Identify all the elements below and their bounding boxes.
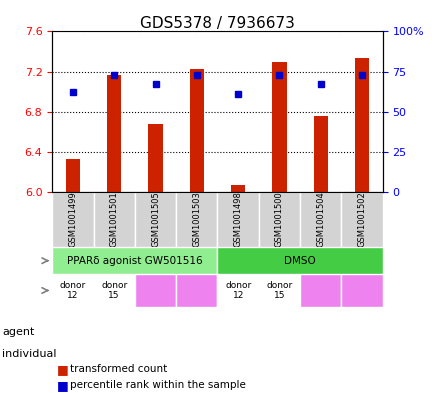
FancyBboxPatch shape	[176, 192, 217, 247]
Bar	[66, 159, 80, 192]
FancyBboxPatch shape	[341, 274, 382, 307]
Bar	[230, 185, 245, 192]
Text: GSM1001503: GSM1001503	[192, 191, 201, 247]
Text: percentile rank within the sample: percentile rank within the sample	[69, 380, 245, 390]
Bar	[272, 62, 286, 192]
FancyBboxPatch shape	[217, 274, 258, 307]
Bar	[107, 75, 121, 192]
Text: GDS5378 / 7936673: GDS5378 / 7936673	[140, 16, 294, 31]
FancyBboxPatch shape	[52, 192, 93, 247]
Text: GSM1001500: GSM1001500	[274, 191, 283, 247]
Text: GSM1001501: GSM1001501	[109, 191, 118, 247]
FancyBboxPatch shape	[299, 192, 341, 247]
Bar	[148, 124, 162, 192]
Text: donor
12: donor 12	[224, 281, 251, 300]
FancyBboxPatch shape	[217, 192, 258, 247]
Text: donor
12: donor 12	[59, 281, 86, 300]
FancyBboxPatch shape	[135, 274, 176, 307]
Text: agent: agent	[2, 327, 34, 337]
Text: DMSO: DMSO	[284, 256, 315, 266]
Text: PPARδ agonist GW501516: PPARδ agonist GW501516	[67, 256, 202, 266]
Text: GSM1001498: GSM1001498	[233, 191, 242, 247]
Text: GSM1001502: GSM1001502	[357, 191, 366, 247]
Text: donor
15: donor 15	[101, 281, 127, 300]
FancyBboxPatch shape	[258, 192, 299, 247]
Text: transformed count: transformed count	[69, 364, 167, 375]
FancyBboxPatch shape	[52, 274, 93, 307]
FancyBboxPatch shape	[135, 192, 176, 247]
Text: donor
15: donor 15	[266, 281, 292, 300]
Text: individual: individual	[2, 349, 56, 359]
Text: GSM1001505: GSM1001505	[151, 191, 160, 247]
Text: donor 31: donor 31	[301, 286, 339, 295]
FancyBboxPatch shape	[299, 274, 341, 307]
Bar	[189, 68, 204, 192]
FancyBboxPatch shape	[217, 247, 382, 274]
FancyBboxPatch shape	[52, 247, 217, 274]
FancyBboxPatch shape	[176, 274, 217, 307]
FancyBboxPatch shape	[93, 274, 135, 307]
Text: ■: ■	[56, 363, 68, 376]
Bar	[313, 116, 327, 192]
Text: donor 31: donor 31	[136, 286, 174, 295]
Text: ■: ■	[56, 378, 68, 392]
Text: GSM1001499: GSM1001499	[68, 191, 77, 247]
FancyBboxPatch shape	[258, 274, 299, 307]
Text: donor 8: donor 8	[180, 286, 213, 295]
FancyBboxPatch shape	[93, 192, 135, 247]
Text: GSM1001504: GSM1001504	[316, 191, 325, 247]
FancyBboxPatch shape	[341, 192, 382, 247]
Text: donor 8: donor 8	[345, 286, 378, 295]
Bar	[354, 57, 368, 192]
